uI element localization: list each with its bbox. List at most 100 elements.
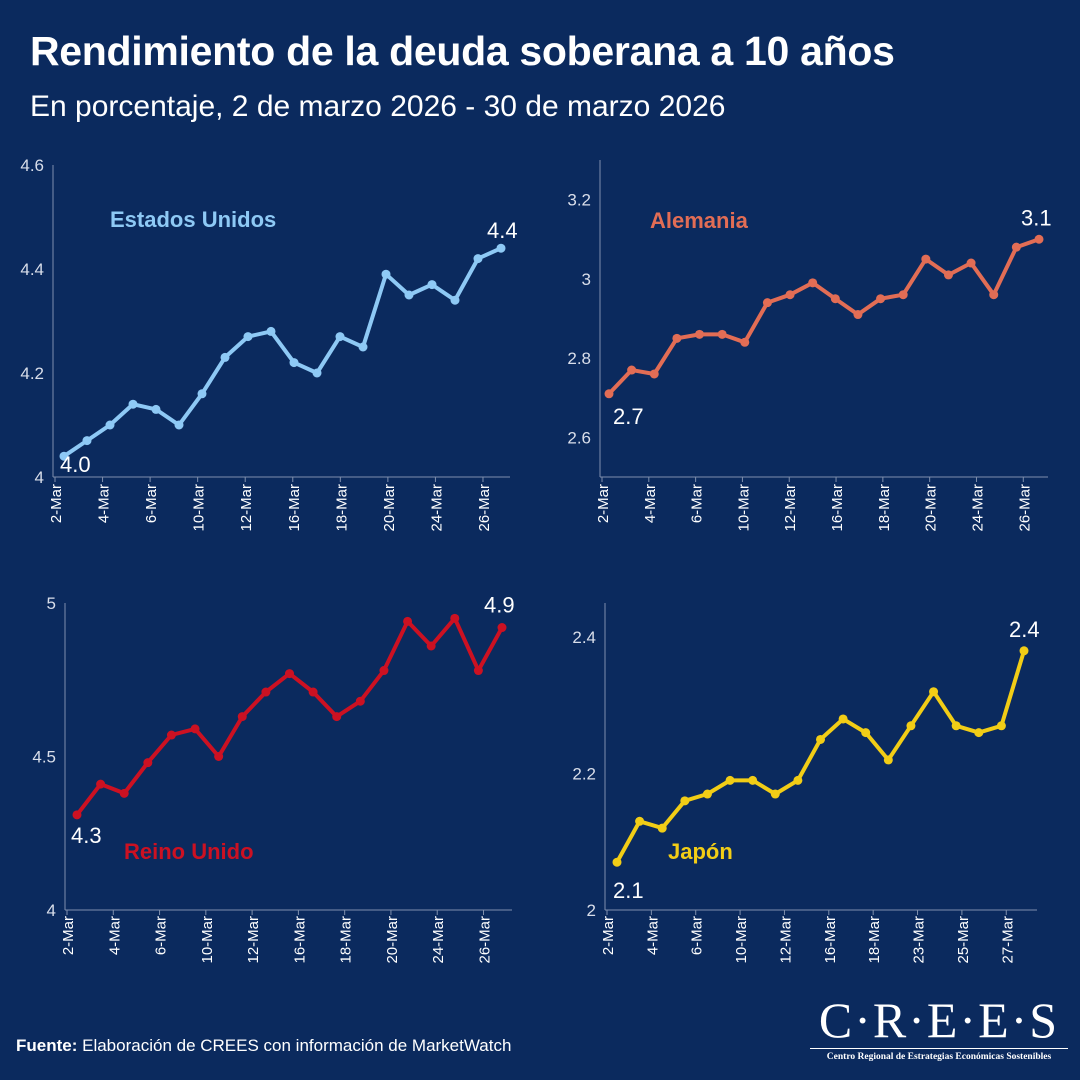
logo-tagline: Centro Regional de Estrategias Económica… [826, 1052, 1052, 1062]
data-point [725, 775, 735, 785]
x-tick-label: 10-Mar [199, 916, 216, 964]
data-point [898, 290, 908, 300]
data-point [450, 613, 460, 623]
x-tick-label: 18-Mar [333, 484, 350, 532]
y-tick-label: 2.4 [572, 628, 596, 647]
data-point [876, 294, 886, 304]
data-point [680, 796, 690, 806]
x-tick-label: 12-Mar [777, 916, 794, 964]
data-point [308, 687, 318, 697]
x-tick-label: 25-Mar [955, 916, 972, 964]
data-point [740, 337, 750, 347]
last-value-label: 2.4 [1009, 617, 1040, 642]
x-tick-label: 12-Mar [245, 916, 262, 964]
x-tick-label: 27-Mar [999, 916, 1016, 964]
data-point [702, 789, 712, 799]
x-tick-label: 20-Mar [384, 916, 401, 964]
y-tick-label: 2.2 [572, 765, 596, 784]
x-tick-label: 26-Mar [476, 916, 493, 964]
x-tick-label: 10-Mar [735, 484, 752, 532]
x-tick-label: 16-Mar [286, 484, 303, 532]
x-tick-label: 16-Mar [291, 916, 308, 964]
data-point [355, 696, 365, 706]
data-point [381, 269, 391, 279]
data-point [717, 329, 727, 339]
y-tick-label: 4.6 [20, 156, 44, 175]
data-point [695, 329, 705, 339]
data-point [672, 333, 682, 343]
data-point [853, 310, 863, 320]
data-point [82, 436, 92, 446]
x-tick-label: 18-Mar [866, 916, 883, 964]
first-value-label: 4.0 [60, 452, 91, 477]
last-value-label: 3.1 [1021, 205, 1052, 230]
crees-logo: C·R·E·E·S Centro Regional de Estrategias… [810, 994, 1068, 1062]
data-point [612, 857, 622, 867]
data-point [861, 728, 871, 738]
panel-japon: 2 2.2 2.4 2-Mar 4-Mar 6-Mar 10-Mar 12-Mar 16-Mar… [572, 603, 1040, 964]
x-tick-label: 2-Mar [595, 484, 612, 523]
data-point [289, 358, 299, 368]
x-tick-label: 10-Mar [191, 484, 208, 532]
data-point [657, 823, 667, 833]
data-point [379, 666, 389, 676]
x-tick-label: 26-Mar [476, 484, 493, 532]
data-point [793, 775, 803, 785]
data-point [404, 290, 414, 300]
data-point [450, 295, 460, 305]
x-tick-label: 6-Mar [153, 916, 170, 955]
x-tick-label: 18-Mar [876, 484, 893, 532]
data-point [119, 788, 129, 798]
series-name-alemania: Alemania [650, 208, 749, 233]
x-tick-label: 26-Mar [1016, 484, 1033, 532]
x-tick-label: 12-Mar [238, 484, 255, 532]
series-name-estados-unidos: Estados Unidos [110, 207, 276, 232]
data-point [1019, 646, 1029, 656]
data-point [143, 758, 153, 768]
x-tick-label: 18-Mar [338, 916, 355, 964]
data-point [358, 342, 368, 352]
data-point [190, 724, 200, 734]
data-point [883, 755, 893, 765]
x-tick-label: 23-Mar [911, 916, 928, 964]
panel-reino-unido: 4 4.5 5 2-Mar 4-Mar 6-Mar 10-Mar 12-Mar 16-Mar 18… [32, 593, 514, 964]
x-tick-label: 2-Mar [60, 916, 77, 955]
y-tick-label: 5 [47, 594, 56, 613]
data-point [1011, 242, 1021, 252]
data-point [951, 721, 961, 731]
x-tick-label: 4-Mar [644, 916, 661, 955]
x-tick-label: 6-Mar [689, 916, 706, 955]
data-point [496, 243, 506, 253]
data-point [166, 730, 176, 740]
data-point [816, 734, 825, 744]
data-point [989, 290, 999, 300]
x-tick-label: 4-Mar [106, 916, 123, 955]
data-point [214, 752, 224, 761]
series-line-estados-unidos [62, 246, 503, 459]
x-tick-label: 20-Mar [381, 484, 398, 532]
data-point [266, 326, 276, 336]
data-point [649, 369, 659, 379]
data-point [105, 420, 115, 430]
data-point [996, 721, 1006, 731]
panel-estados-unidos: 4 4.2 4.4 4.6 2-Mar 4-Mar 6-Mar 10-Mar 12-Mar 16-… [20, 156, 517, 532]
x-tick-label: 24-Mar [428, 484, 445, 532]
x-tick-label: 16-Mar [822, 916, 839, 964]
y-tick-label: 3 [582, 270, 591, 289]
data-point [243, 332, 253, 342]
data-point [174, 420, 184, 430]
data-point [906, 721, 916, 731]
data-point [627, 365, 637, 375]
series-name-reino-unido: Reino Unido [124, 839, 254, 864]
data-point [335, 332, 345, 342]
y-tick-label: 4 [47, 901, 56, 920]
logo-rule [810, 1048, 1068, 1049]
data-point [332, 712, 342, 722]
data-point [59, 451, 69, 461]
x-tick-label: 4-Mar [642, 484, 659, 523]
data-point [604, 389, 614, 399]
first-value-label: 2.1 [613, 878, 644, 903]
x-tick-label: 6-Mar [689, 484, 706, 523]
last-value-label: 4.4 [487, 218, 518, 243]
data-point [635, 816, 645, 826]
